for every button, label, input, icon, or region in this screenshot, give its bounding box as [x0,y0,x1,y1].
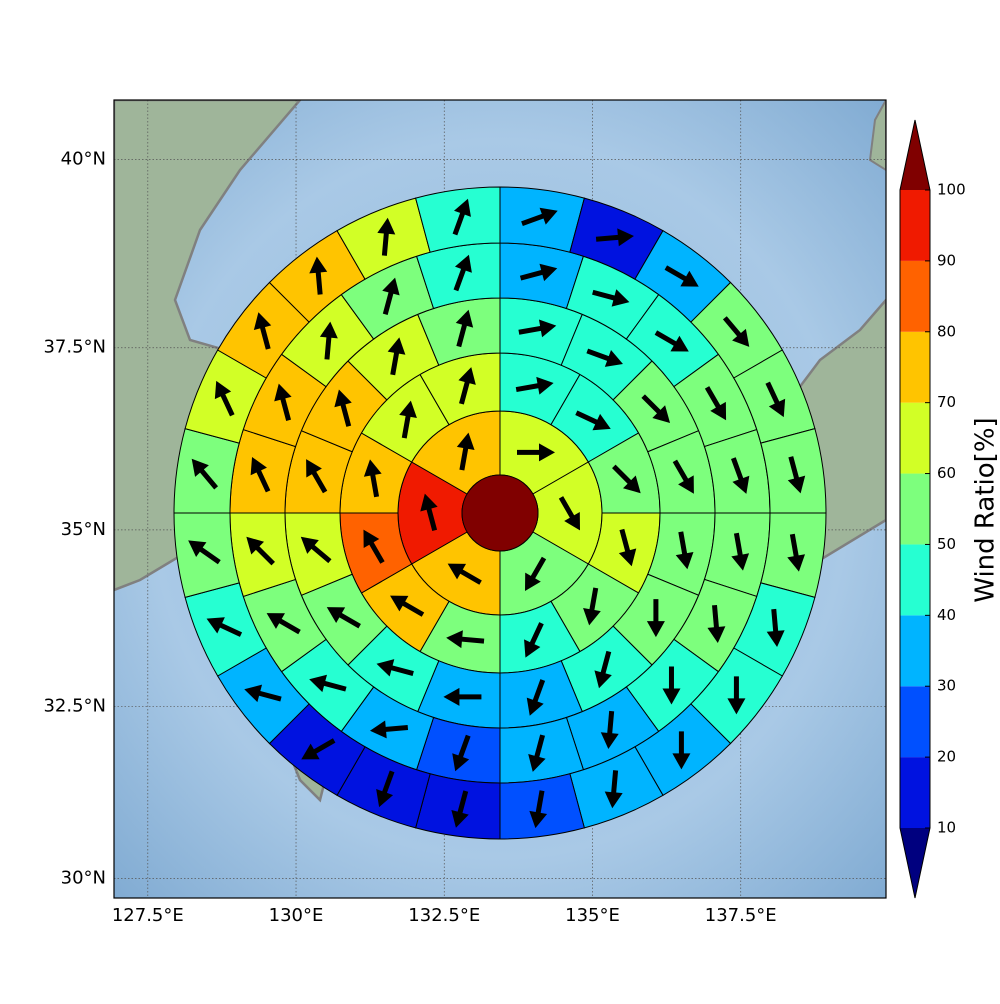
colorbar-tick-label: 80 [937,322,956,340]
sector [174,429,239,513]
colorbar-swatch [900,261,930,332]
sector [500,187,584,252]
y-tick-label: 40°N [61,148,106,169]
colorbar-tick-label: 40 [937,606,956,624]
colorbar-swatch [900,190,930,261]
center-cell [462,475,538,551]
colorbar-tick-label: 50 [937,535,956,553]
x-tick-label: 132.5°E [408,905,480,926]
y-tick-label: 30°N [61,867,106,888]
sector [416,774,500,839]
colorbar-label: Wind Ratio[%] [971,417,1000,602]
y-tick-label: 32.5°N [43,696,106,717]
colorbar-tick-label: 100 [937,181,966,199]
x-tick-label: 127.5°E [112,905,184,926]
colorbar-swatch [900,757,930,828]
colorbar-swatch [900,544,930,615]
colorbar-swatch [900,615,930,686]
colorbar-swatch [900,686,930,757]
colorbar-tick-label: 30 [937,677,956,695]
colorbar-swatch [900,332,930,403]
sectors [174,187,826,839]
x-tick-label: 135°E [565,905,620,926]
colorbar-tick-label: 70 [937,393,956,411]
y-tick-label: 37.5°N [43,337,106,358]
colorbar-swatch [900,403,930,474]
x-tick-label: 137.5°E [705,905,777,926]
x-tick-label: 130°E [269,905,324,926]
colorbar: 10 20 30 40 50 60 70 80 90 100 [900,120,966,898]
colorbar-tick-label: 90 [937,251,956,269]
colorbar-under [900,828,930,898]
colorbar-tick-label: 60 [937,464,956,482]
sector [761,513,826,597]
colorbar-swatch [900,474,930,545]
colorbar-over [900,120,930,190]
colorbar-tick-label: 10 [937,819,956,837]
sector [500,774,584,839]
colorbar-tick-label: 20 [937,748,956,766]
y-tick-label: 35°N [61,519,106,540]
